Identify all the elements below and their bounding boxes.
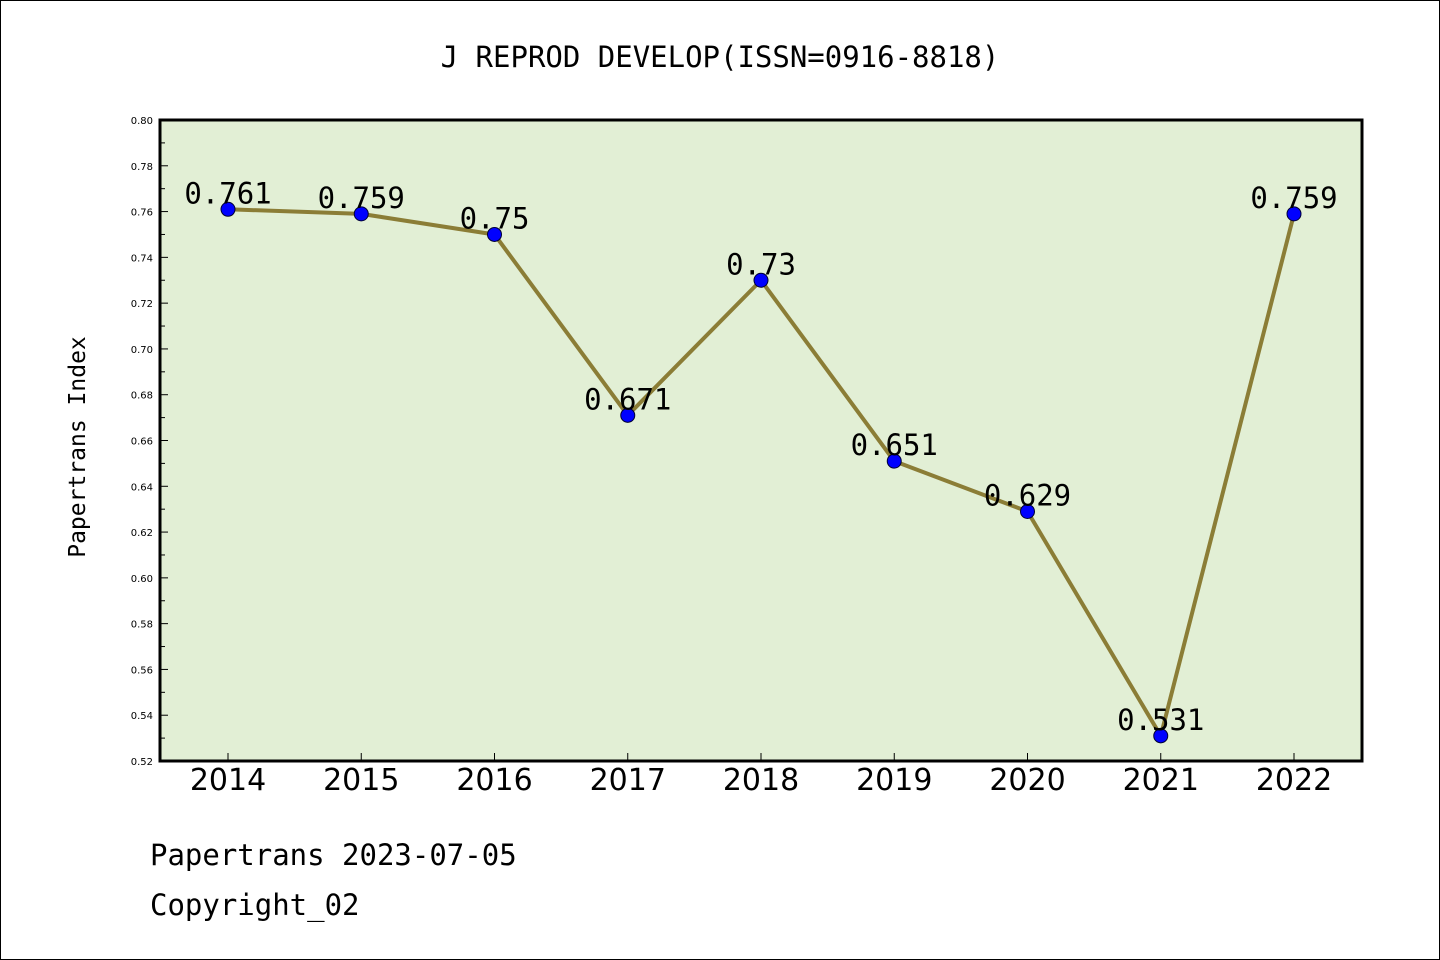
y-tick-label: 0.66 [131, 437, 153, 448]
y-tick-label: 0.80 [131, 116, 153, 127]
data-label: 0.759 [1250, 181, 1337, 215]
x-tick-label: 2015 [323, 763, 399, 798]
data-label: 0.75 [460, 201, 530, 235]
x-tick-label: 2016 [456, 763, 532, 798]
x-tick-label: 2018 [723, 763, 799, 798]
x-tick-label: 2019 [856, 763, 932, 798]
y-tick-label: 0.70 [131, 345, 153, 356]
data-point [353, 206, 369, 222]
x-tick-label: 2017 [590, 763, 666, 798]
y-tick-label: 0.74 [131, 253, 153, 264]
y-tick-label: 0.68 [131, 391, 153, 402]
data-label: 0.629 [984, 478, 1071, 512]
data-label: 0.531 [1117, 703, 1204, 737]
data-point [1020, 503, 1035, 519]
x-axis: 2014 2015 2016 2017 2018 2019 2020 2021 2022 [190, 753, 1332, 798]
y-tick-label: 0.58 [131, 620, 153, 631]
y-tick-label: 0.72 [131, 299, 153, 310]
chart-title: J REPROD DEVELOP(ISSN=0916-8818) [441, 40, 1000, 74]
y-axis-label: Papertrans Index [65, 336, 91, 558]
data-label: 0.651 [851, 428, 938, 462]
y-tick-label: 0.76 [131, 208, 153, 219]
data-point [1286, 206, 1302, 222]
data-labels: 0.761 0.759 0.75 0.671 0.73 0.651 0.629 0.531 0.… [184, 176, 1337, 737]
y-tick-label: 0.62 [131, 528, 153, 539]
x-tick-label: 2022 [1256, 763, 1332, 798]
data-label: 0.671 [584, 382, 671, 416]
data-label: 0.73 [726, 247, 796, 281]
series-markers [220, 201, 1302, 744]
data-point [886, 453, 902, 469]
data-label: 0.761 [184, 176, 271, 210]
plot-area [158, 118, 1364, 763]
y-tick-label: 0.54 [131, 711, 153, 722]
x-tick-label: 2020 [989, 763, 1065, 798]
data-point [220, 201, 236, 217]
y-tick-label: 0.78 [131, 162, 153, 173]
y-tick-label: 0.56 [131, 665, 153, 676]
data-point [1153, 728, 1169, 744]
y-tick-label: 0.64 [131, 482, 153, 493]
y-tick-label: 0.52 [131, 757, 153, 768]
y-axis: 0.52 0.54 0.56 0.58 0.60 0.62 0.64 0.66 0.68 0.70… [131, 116, 168, 768]
data-point [753, 272, 769, 288]
x-tick-label: 2014 [190, 763, 266, 798]
data-label: 0.759 [318, 181, 405, 215]
y-tick-label: 0.60 [131, 574, 153, 585]
x-tick-label: 2021 [1123, 763, 1199, 798]
data-point [620, 407, 636, 423]
footer-copyright: Copyright_02 [150, 888, 360, 923]
footer-source: Papertrans 2023-07-05 [150, 838, 517, 872]
data-point [487, 226, 502, 242]
